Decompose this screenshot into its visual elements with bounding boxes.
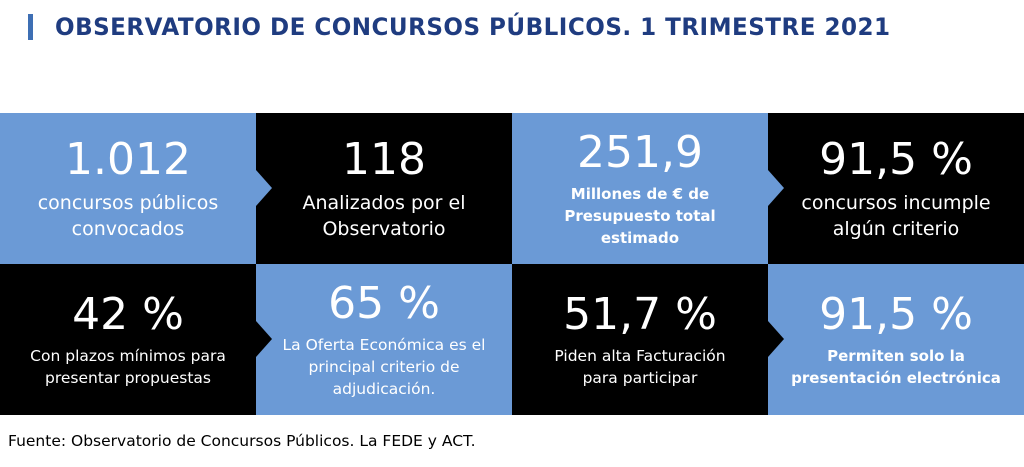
- header: OBSERVATORIO DE CONCURSOS PÚBLICOS. 1 TR…: [28, 12, 925, 42]
- stat-value: 65 %: [328, 277, 440, 329]
- stat-label-line: presentar propuestas: [45, 368, 211, 387]
- stat-value: 51,7 %: [563, 288, 717, 340]
- stat-value: 118: [342, 133, 426, 185]
- page-title: OBSERVATORIO DE CONCURSOS PÚBLICOS. 1 TR…: [55, 13, 891, 41]
- stat-tile-convocados: 1.012 concursos públicos convocados: [0, 113, 256, 264]
- stat-label-line: principal criterio de: [308, 357, 460, 376]
- stat-label: concursos públicos convocados: [20, 190, 237, 242]
- stat-label-line: Permiten solo la: [827, 346, 965, 365]
- stat-label: Con plazos mínimos para presentar propue…: [12, 345, 244, 389]
- stat-value: 251,9: [577, 126, 703, 178]
- stat-tile-analizados: 118 Analizados por el Observatorio: [256, 113, 512, 264]
- stat-label-line: Observatorio: [322, 217, 446, 240]
- stat-tile-electronica: 91,5 % Permiten solo la presentación ele…: [768, 264, 1024, 415]
- stat-label-line: Analizados por el: [302, 191, 466, 214]
- stat-value: 1.012: [65, 133, 191, 185]
- stat-label-line: concursos públicos: [37, 191, 219, 214]
- arrow-connector-icon: [768, 321, 784, 357]
- stat-label-line: Millones de € de: [570, 184, 710, 203]
- stat-label: Analizados por el Observatorio: [285, 190, 484, 242]
- stat-label-line: concursos incumple: [801, 191, 991, 214]
- stat-label-line: Con plazos mínimos para: [30, 346, 226, 365]
- stat-label-line: La Oferta Económica es el: [282, 335, 486, 354]
- stat-tile-oferta: 65 % La Oferta Económica es el principal…: [256, 264, 512, 415]
- stat-label-line: Piden alta Facturación: [554, 346, 726, 365]
- title-accent-bar: [28, 14, 33, 40]
- stat-label-line: Presupuesto total: [564, 206, 716, 225]
- stat-label: Piden alta Facturación para participar: [536, 345, 743, 389]
- stat-tile-incumple: 91,5 % concursos incumple algún criterio: [768, 113, 1024, 264]
- stat-label: concursos incumple algún criterio: [783, 190, 1008, 242]
- arrow-connector-icon: [768, 170, 784, 206]
- stat-label-line: presentación electrónica: [791, 368, 1001, 387]
- arrow-connector-icon: [256, 170, 272, 206]
- stats-grid: 1.012 concursos públicos convocados 118 …: [0, 113, 1024, 415]
- stat-value: 91,5 %: [819, 288, 973, 340]
- stat-label: Millones de € de Presupuesto total estim…: [546, 183, 733, 249]
- stat-tile-presupuesto: 251,9 Millones de € de Presupuesto total…: [512, 113, 768, 264]
- stat-label-line: estimado: [600, 228, 680, 247]
- stat-tile-plazos: 42 % Con plazos mínimos para presentar p…: [0, 264, 256, 415]
- stat-label: Permiten solo la presentación electrónic…: [773, 345, 1019, 389]
- stat-label: La Oferta Económica es el principal crit…: [265, 334, 504, 400]
- source-note: Fuente: Observatorio de Concursos Públic…: [8, 432, 476, 450]
- stat-label-line: algún criterio: [832, 217, 960, 240]
- stat-label-line: adjudicación.: [332, 379, 436, 398]
- stat-value: 42 %: [72, 288, 184, 340]
- stat-label-line: convocados: [71, 217, 185, 240]
- arrow-connector-icon: [256, 321, 272, 357]
- stat-label-line: para participar: [582, 368, 698, 387]
- stat-tile-facturacion: 51,7 % Piden alta Facturación para parti…: [512, 264, 768, 415]
- stat-value: 91,5 %: [819, 133, 973, 185]
